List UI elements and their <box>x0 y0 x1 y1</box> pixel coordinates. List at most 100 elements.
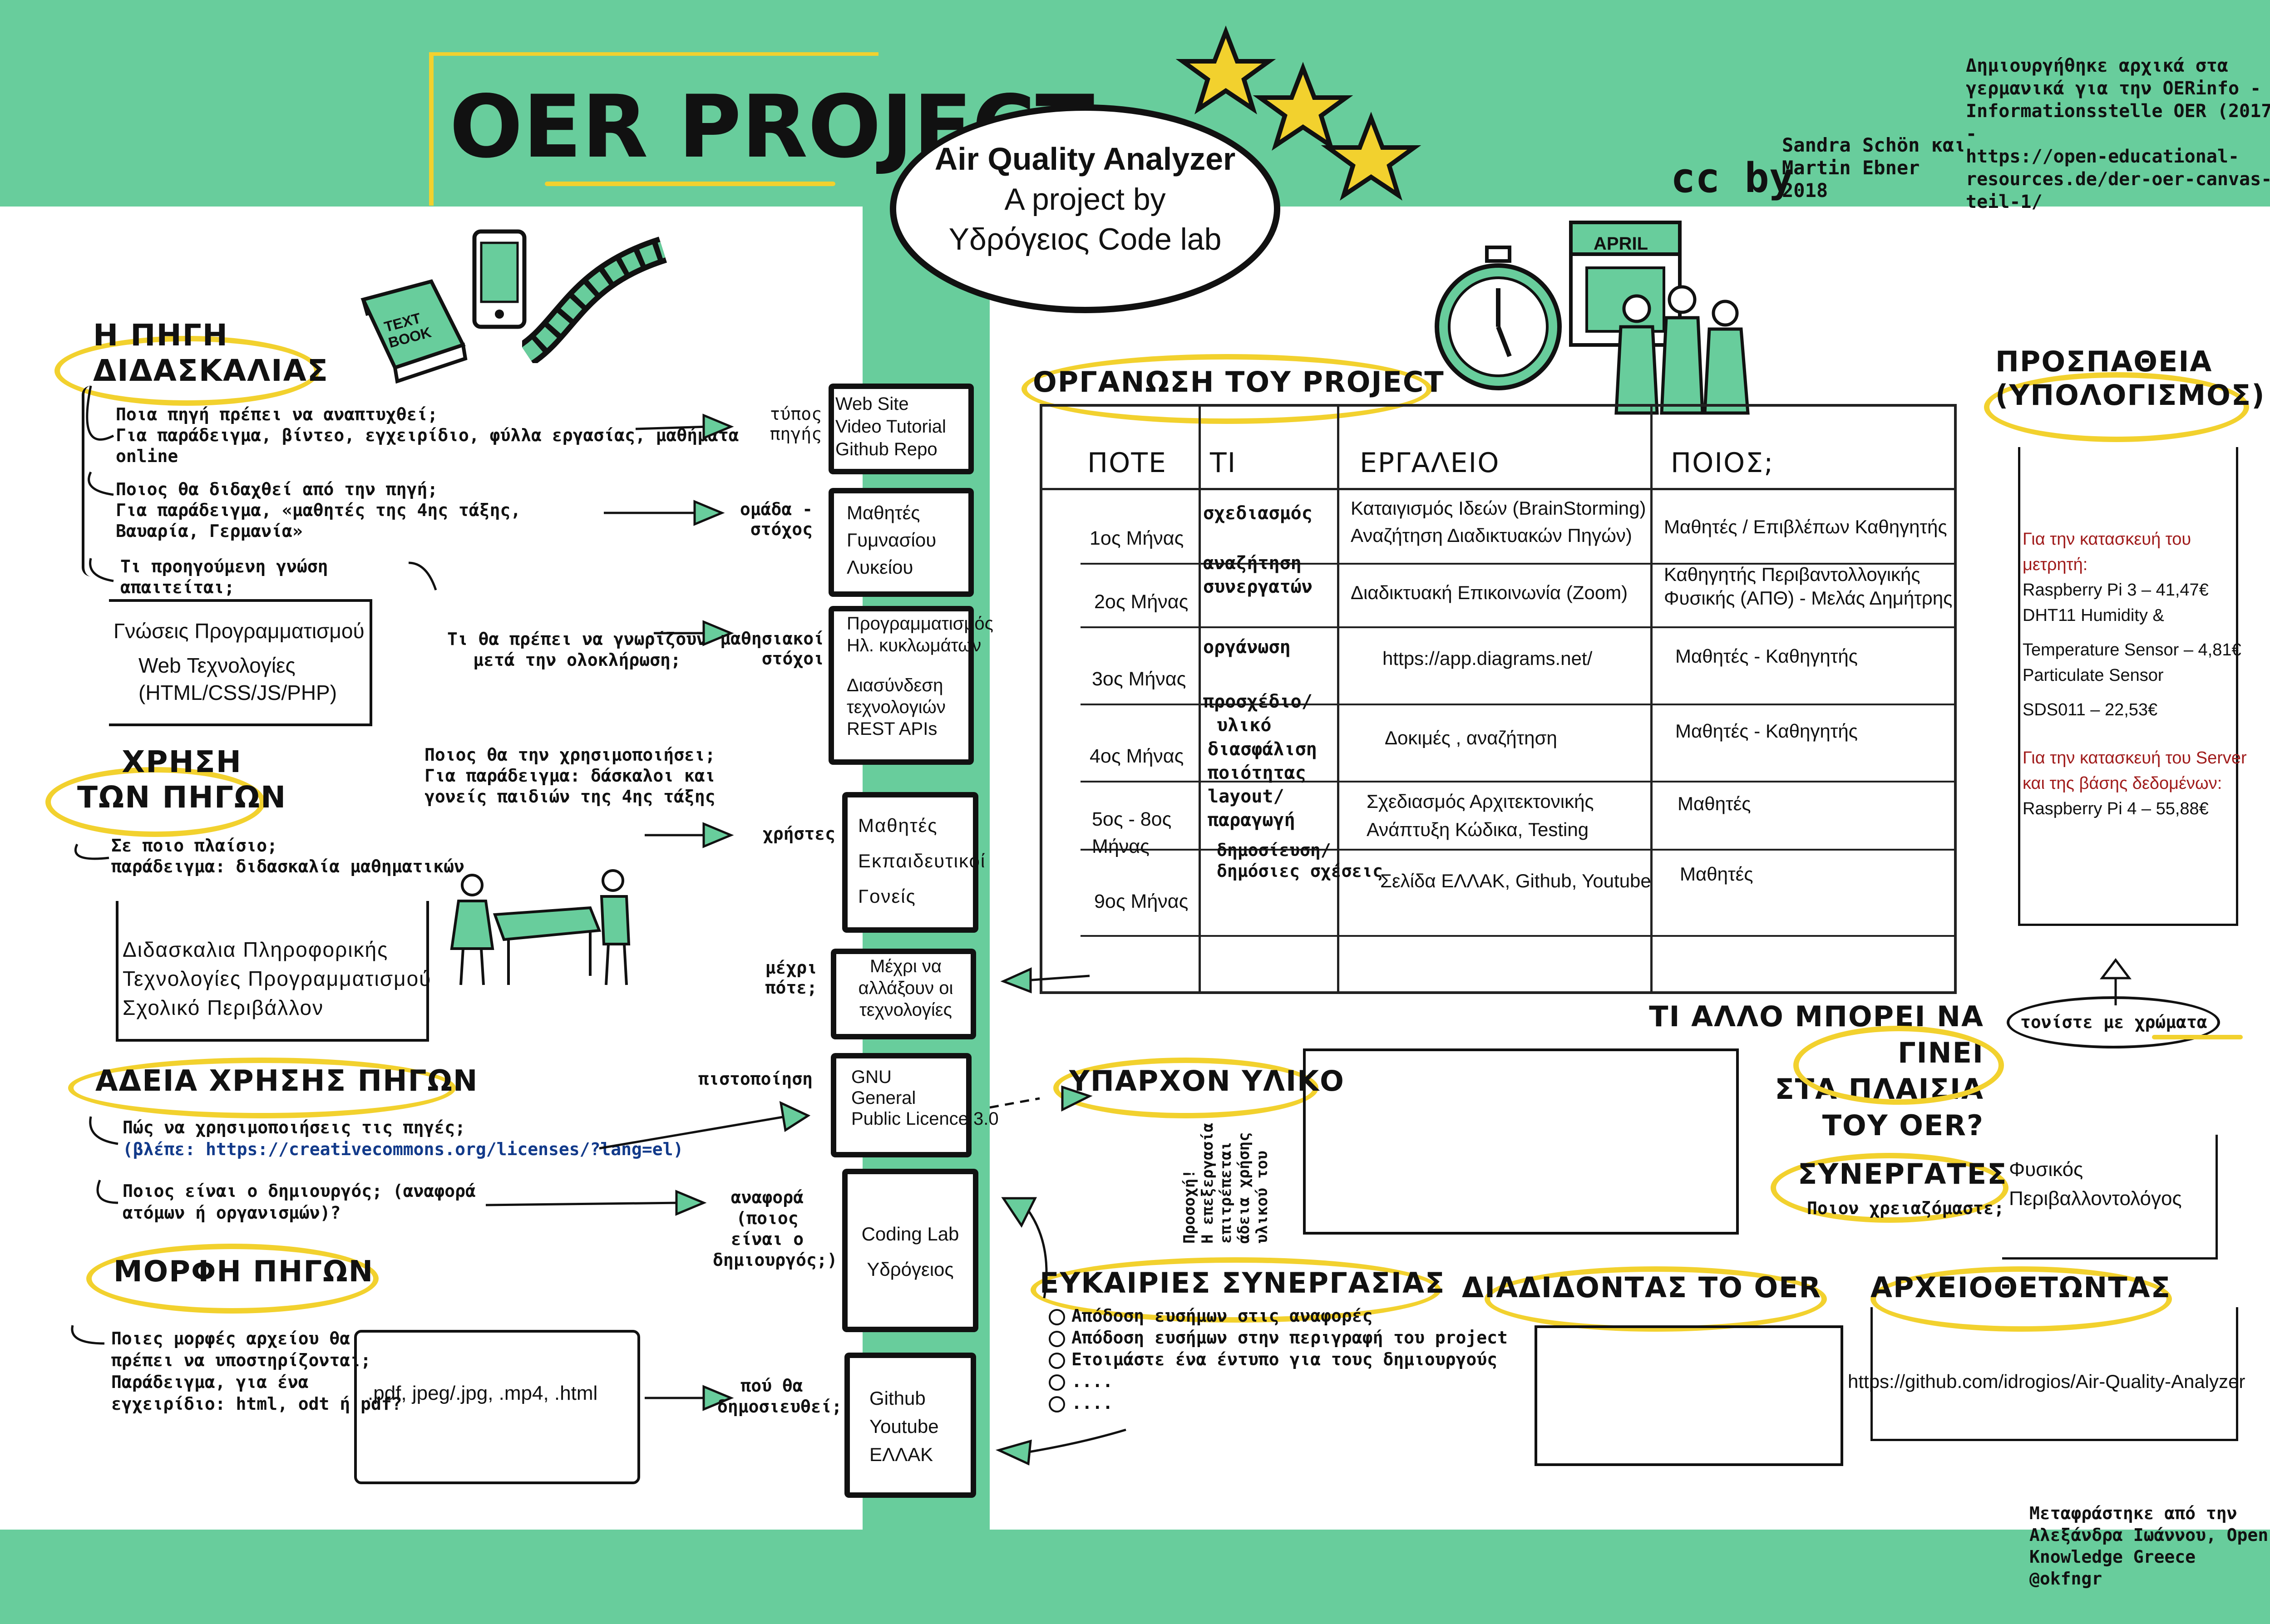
box-target-group <box>829 488 974 597</box>
opportunities-list: Απόδοση ευσήμων στις αναφορές Απόδοση ευ… <box>1049 1305 1508 1414</box>
table-row-line <box>1081 849 1957 851</box>
table-col-line <box>1199 404 1201 994</box>
effort-content: Για την κατασκευή του μετρητή: Raspberry… <box>2023 527 2247 822</box>
author-year: 2018 <box>1782 179 1828 202</box>
question-context: Σε ποιο πλαίσιο; παράδειγμα: διδασκαλία … <box>111 836 464 876</box>
translation-note: Μεταφράστηκε από την Αλεξάνδρα Ιωάννου, … <box>2029 1503 2269 1589</box>
box-resource-type-content: Web Site Video Tutorial Github Repo <box>835 394 946 459</box>
title-underline <box>545 182 835 186</box>
cell-tool[interactable]: https://app.diagrams.net/ <box>1382 648 1593 669</box>
effort-line: SDS011 – 22,53€ <box>2023 700 2158 719</box>
cell-who: Μαθητές <box>1680 863 1753 885</box>
cell-what: οργάνωση <box>1203 637 1291 658</box>
question-prior-knowledge: Τι προηγούμενη γνώση απαιτείται; <box>120 556 328 597</box>
cell-who: Καθηγητής Περιβαντολλογικής Φυσικής (ΑΠΘ… <box>1664 564 1953 609</box>
calendar-icon <box>1569 221 1682 347</box>
question-file-formats: Ποιες μορφές αρχείου θα πρέπει να υποστη… <box>111 1329 402 1414</box>
heading-effort: ΠΡΟΣΠΑΘΕΙΑ (ΥΠΟΛΟΓΙΣΜΟΣ) <box>1995 345 2265 412</box>
clock-icon <box>1435 246 1562 390</box>
project-by-line1: A project by <box>1004 182 1166 217</box>
cell-tool: Διαδικτυακή Επικοινωνία (Zoom) <box>1351 582 1628 603</box>
heading-opportunities: ΕΥΚΑΙΡΙΕΣ ΣΥΝΕΡΓΑΣΙΑΣ <box>1040 1266 1446 1299</box>
table-row-line <box>1081 781 1957 782</box>
box-learning-goals <box>829 606 974 765</box>
question-creator: Ποιος είναι ο δημιουργός; (αναφορά ατόμω… <box>123 1181 476 1223</box>
list-item: .... <box>1049 1370 1508 1392</box>
effort-line: Για την κατασκευή του Server <box>2023 748 2247 768</box>
partners-sub: Ποιον χρειαζόμαστε; <box>1807 1198 2004 1218</box>
effort-line: Raspberry Pi 4 – 55,88€ <box>2023 799 2209 818</box>
effort-line: DHT11 Humidity & <box>2023 606 2164 625</box>
table-row-line <box>1081 935 1957 937</box>
label-certification: πιστοποίηση <box>698 1069 813 1089</box>
box-target-group-content: Μαθητές Γυμνασίου Λυκείου <box>847 502 937 578</box>
team-icon <box>1614 285 1750 415</box>
list-item: Απόδοση ευσήμων στις αναφορές <box>1049 1305 1508 1327</box>
box-until-when-content: Μέχρι να αλλάξουν οι τεχνολογίες <box>858 956 953 1020</box>
list-item: .... <box>1049 1392 1508 1414</box>
authors: Sandra Schön και Martin Ebner 2018 <box>1782 134 1966 202</box>
question-target-group: Ποιος θα διδαχθεί από την πηγή; Για παρά… <box>116 479 521 541</box>
heading-use: ΧΡΗΣΗ ΤΩΝ ΠΗΓΩΝ <box>77 744 287 815</box>
archiving-value[interactable]: https://github.com/idrogios/Air-Quality-… <box>1848 1371 2245 1392</box>
context-content: Διδασκαλια Πληροφορικής Τεχνολογίες Προγ… <box>123 938 432 1019</box>
effort-box <box>2018 447 2238 926</box>
cell-what: διασφάλιση ποιότητας layout/ παραγωγή <box>1208 739 1317 831</box>
table-header-what: ΤΙ <box>1210 447 1237 479</box>
star-icon <box>1321 112 1421 201</box>
question-how-to-use: Πώς να χρησιμοποιήσεις τις πηγές; (βλέπε… <box>123 1117 684 1159</box>
cc-logo: cc by <box>1671 154 1794 202</box>
box-certification <box>831 1053 972 1157</box>
color-hint-underline <box>2152 1035 2243 1039</box>
partners-value: Φυσικός Περιβαλλοντολόγος <box>2009 1158 2182 1210</box>
project-by-line2: Υδρόγειος Code lab <box>948 222 1222 256</box>
label-target-group: ομάδα - στόχος <box>740 499 813 539</box>
prior-knowledge-box <box>109 599 372 726</box>
stars-icon <box>1175 25 1421 201</box>
heading-organization: ΟΡΓΑΝΩΣΗ ΤΟΥ PROJECT <box>1033 365 1445 399</box>
box-users <box>842 792 978 933</box>
smartphone-icon <box>472 229 527 329</box>
effort-line: Για την κατασκευή του <box>2023 530 2191 549</box>
cell-what: δημοσίευση/ δημόσιες σχέσεις <box>1217 840 1383 881</box>
film-strip-icon <box>522 236 667 363</box>
cell-who: Μαθητές <box>1678 793 1751 814</box>
box-publish-where <box>844 1353 976 1498</box>
cell-tool: Καταιγισμός Ιδεών (BrainStorming) Αναζήτ… <box>1351 497 1646 546</box>
effort-line: και της βάσης δεδομένων: <box>2023 774 2222 793</box>
label-users: χρήστες <box>762 824 835 844</box>
question-resource-type: Ποια πηγή πρέπει να αναπτυχθεί; Για παρά… <box>116 404 739 466</box>
cell-tool: Σελίδα ΕΛΛΑΚ, Github, Youtube <box>1380 870 1651 891</box>
heading-format: ΜΟΡΦΗ ΠΗΓΩΝ <box>114 1255 374 1289</box>
cell-when: 5ος - 8ος Μήνας <box>1092 808 1172 857</box>
star-icon <box>1253 62 1353 151</box>
box-resource-type <box>829 384 974 474</box>
box-learning-goals-content: Προγραμματισμός Ηλ. κυκλωμάτων Διασύνδεσ… <box>847 614 993 739</box>
box-certification-content: GNU General Public Licence 3.0 <box>851 1067 999 1129</box>
author-line: Sandra Schön και <box>1782 134 1966 156</box>
table-row-line <box>1081 563 1957 565</box>
table-row-line <box>1040 488 1957 490</box>
cell-when: 2ος Μήνας <box>1094 591 1189 613</box>
heading-source: Η ΠΗΓΗ ΔΙΔΑΣΚΑΛΙΑΣ <box>93 318 329 388</box>
heading-archiving: ΑΡΧΕΙΟΘΕΤΩΝΤΑΣ <box>1870 1271 2171 1304</box>
cell-when: 3ος Μήνας <box>1092 668 1186 690</box>
label-until-when: μέχρι πότε; <box>765 958 817 998</box>
table-header-when: ΠΟΤΕ <box>1087 447 1167 479</box>
label-resource-type: τύπος πηγής <box>770 404 822 444</box>
heading-license: ΑΔΕΙΑ ΧΡΗΣΗΣ ΠΗΓΩΝ <box>95 1064 479 1098</box>
cell-who: Μαθητές / Επιβλέπων Καθηγητής <box>1664 516 1947 537</box>
cell-what: αναζήτηση συνεργατών <box>1203 553 1313 597</box>
attribution-note: Δημιουργήθηκε αρχικά στα γερμανικά για τ… <box>1966 55 2270 212</box>
cell-who: Μαθητές - Καθηγητής <box>1675 645 1858 667</box>
cell-when: 9ος Μήνας <box>1094 891 1189 912</box>
cell-tool: Σχεδιασμός Αρχιτεκτονικής Ανάπτυξη Κώδικ… <box>1367 791 1594 840</box>
project-name: Air Quality Analyzer <box>934 141 1236 177</box>
existing-box <box>1303 1048 1739 1235</box>
box-users-content: Μαθητές Εκπαιδευτικοί Γονείς <box>858 815 986 907</box>
color-hint: τονίστε με χρώματα <box>2020 1012 2207 1032</box>
question-learning-goals: Τι θα πρέπει να γνωρίζουν μετά την ολοκλ… <box>447 629 707 670</box>
bracket-source <box>82 386 103 576</box>
effort-line: Raspberry Pi 3 – 41,47€ <box>2023 581 2209 600</box>
partners-box <box>2002 1135 2218 1260</box>
